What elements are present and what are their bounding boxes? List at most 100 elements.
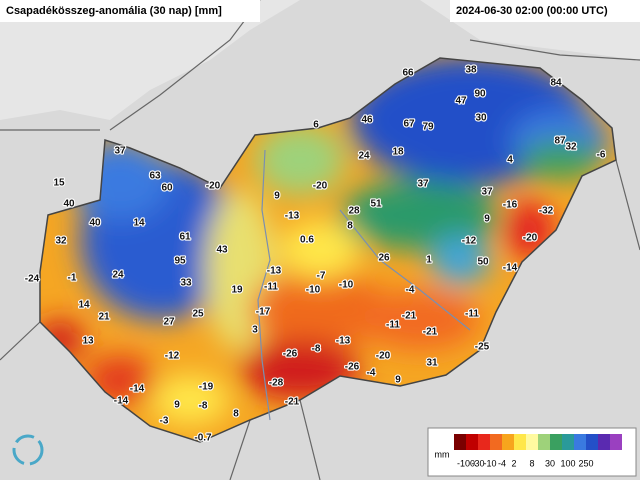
station-value: 38: [465, 65, 477, 76]
station-value: 15: [53, 178, 65, 189]
station-value: -7: [317, 271, 326, 282]
station-value: -14: [114, 396, 129, 407]
station-value: -16: [503, 200, 518, 211]
station-value: -8: [199, 401, 208, 412]
legend-swatch: [538, 434, 550, 450]
station-value: -12: [165, 351, 180, 362]
station-value: 24: [358, 151, 370, 162]
legend-swatch: [562, 434, 574, 450]
station-value: -28: [269, 378, 284, 389]
station-value: 37: [417, 179, 429, 190]
station-value: 95: [174, 256, 186, 267]
legend-label: 250: [578, 458, 593, 468]
station-value: -6: [597, 150, 606, 161]
station-value: 43: [216, 245, 228, 256]
station-value: -4: [367, 368, 376, 379]
title-box: [0, 0, 260, 22]
station-value: 61: [179, 232, 191, 243]
station-value: -24: [25, 274, 40, 285]
station-value: -26: [283, 349, 298, 360]
station-value: -8: [312, 344, 321, 355]
river: [257, 149, 471, 421]
neighbor-area: [0, 0, 640, 120]
station-value: 31: [426, 358, 438, 369]
station-value: -3: [160, 416, 169, 427]
station-value: 67: [403, 119, 415, 130]
station-value: -13: [336, 336, 351, 347]
station-value: -26: [345, 362, 360, 373]
legend-label: 100: [560, 458, 575, 468]
station-value: 8: [233, 409, 239, 420]
legend-swatch: [502, 434, 514, 450]
logo: [12, 434, 44, 466]
station-value: 60: [161, 183, 173, 194]
legend-label: -10: [483, 458, 496, 468]
station-value: 33: [180, 278, 192, 289]
station-value: -32: [539, 206, 554, 217]
legend-swatch: [514, 434, 526, 450]
station-value: 25: [192, 309, 204, 320]
station-value: 50: [477, 257, 489, 268]
legend-swatch: [490, 434, 502, 450]
station-value: 9: [274, 191, 280, 202]
station-value: 26: [378, 253, 390, 264]
station-value: -20: [523, 233, 538, 244]
legend-swatch: [586, 434, 598, 450]
legend-unit: mm: [435, 449, 450, 459]
station-value: 21: [98, 312, 110, 323]
station-value: 27: [163, 317, 175, 328]
station-value: -14: [130, 384, 145, 395]
station-value: -13: [267, 266, 282, 277]
station-value: 0.6: [300, 235, 314, 246]
station-value: 66: [402, 68, 414, 79]
station-value: -11: [386, 320, 400, 331]
station-value: -11: [264, 282, 278, 293]
station-value: 37: [481, 187, 493, 198]
station-value: 90: [474, 89, 486, 100]
legend-label: 8: [529, 458, 534, 468]
station-value: 9: [484, 214, 490, 225]
station-value: 51: [370, 199, 382, 210]
legend-swatch: [466, 434, 478, 450]
legend-swatch: [526, 434, 538, 450]
legend-label: 30: [545, 458, 555, 468]
legend-swatch: [478, 434, 490, 450]
station-value: 79: [422, 122, 434, 133]
station-value: -12: [462, 236, 477, 247]
timestamp: 2024-06-30 02:00 (00:00 UTC): [456, 5, 608, 17]
station-value: -21: [402, 311, 417, 322]
legend-label: 2: [511, 458, 516, 468]
timestamp-box: [450, 0, 640, 22]
station-value: 40: [89, 218, 101, 229]
station-value: -4: [406, 285, 415, 296]
station-value: 24: [112, 270, 124, 281]
station-value: 8: [347, 221, 353, 232]
station-value: 40: [63, 199, 75, 210]
station-value: 18: [392, 147, 404, 158]
station-value: -20: [206, 181, 221, 192]
station-value: 6: [313, 120, 319, 131]
station-value: 28: [348, 206, 360, 217]
station-value: -25: [475, 342, 490, 353]
station-value: 19: [231, 285, 243, 296]
station-value: -1: [68, 273, 77, 284]
station-value: 84: [550, 78, 562, 89]
station-value: 14: [133, 218, 145, 229]
legend-swatch: [574, 434, 586, 450]
station-value: 32: [55, 236, 67, 247]
station-value: 9: [174, 400, 180, 411]
station-value: -19: [199, 382, 214, 393]
legend-swatch: [598, 434, 610, 450]
legend-swatch: [610, 434, 622, 450]
station-value: 87: [554, 136, 566, 147]
station-value: -17: [256, 307, 271, 318]
station-value: -10: [306, 285, 321, 296]
station-value: -0.7: [194, 433, 212, 444]
legend-swatch: [454, 434, 466, 450]
map-title: Csapadékösszeg-anomália (30 nap) [mm]: [6, 5, 222, 17]
legend-swatch: [550, 434, 562, 450]
station-value: 13: [82, 336, 94, 347]
station-value: -11: [465, 309, 479, 320]
station-value: 14: [78, 300, 90, 311]
